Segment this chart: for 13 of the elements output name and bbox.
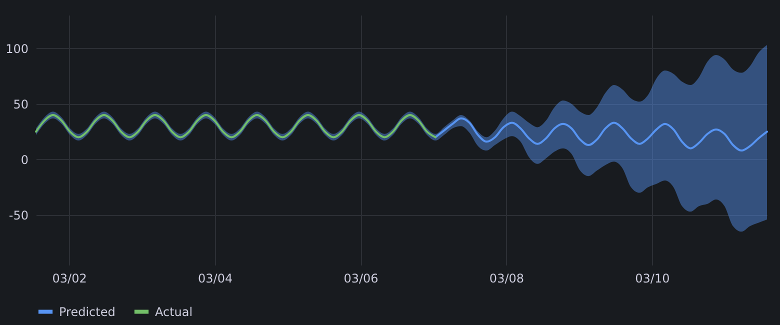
x-tick-label: 03/04	[198, 272, 233, 286]
y-tick-label: -50	[8, 208, 28, 222]
y-tick-label: 100	[6, 42, 28, 56]
y-tick-label: 50	[13, 97, 28, 112]
x-tick-label: 03/02	[52, 272, 87, 286]
x-tick-label: 03/10	[635, 272, 670, 286]
line-series	[434, 117, 768, 152]
line-series	[35, 114, 436, 138]
legend-label: Predicted	[59, 304, 116, 319]
legend-label: Actual	[155, 304, 193, 319]
x-tick-label: 03/08	[489, 272, 524, 286]
x-tick-label: 03/06	[344, 272, 378, 286]
y-tick-label: 0	[20, 152, 28, 167]
